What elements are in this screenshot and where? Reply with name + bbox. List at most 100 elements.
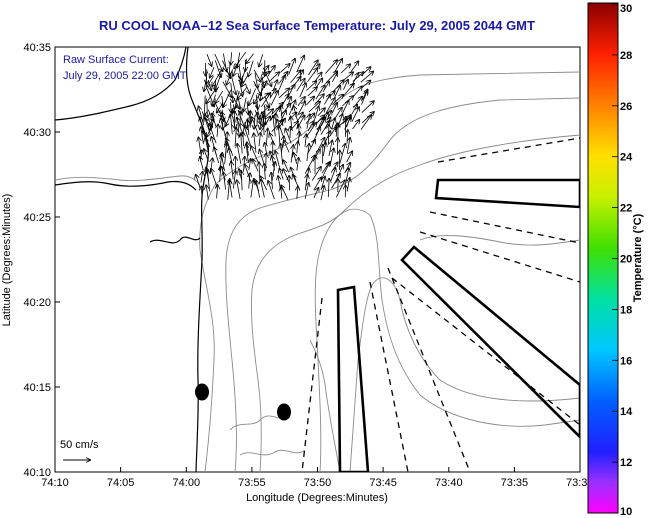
figure-title: RU COOL NOAA–12 Sea Surface Temperature:…: [99, 18, 535, 33]
current-vector: [212, 68, 223, 86]
current-vector: [207, 75, 214, 87]
x-tick-label: 73:40: [435, 477, 463, 489]
current-vector: [285, 129, 292, 144]
x-tick-label: 73:45: [369, 477, 397, 489]
current-vector: [322, 82, 329, 93]
current-vector: [200, 157, 204, 171]
current-vector: [279, 126, 281, 146]
current-vector: [207, 101, 208, 117]
current-vector: [361, 101, 374, 113]
current-vector: [229, 181, 232, 198]
current-vector: [260, 72, 269, 81]
current-vector: [289, 176, 290, 191]
colorbar-tick-label: 20: [620, 254, 632, 266]
current-vector: [324, 95, 330, 105]
current-vector: [222, 96, 223, 106]
current-vector: [271, 173, 272, 190]
current-vector: [332, 73, 337, 82]
sector-dashed-lines: [301, 137, 580, 472]
current-vector: [234, 51, 247, 68]
current-vector: [217, 185, 218, 199]
current-vector: [241, 171, 242, 191]
current-vector: [255, 73, 258, 88]
current-vector: [231, 52, 232, 64]
current-vector: [330, 168, 336, 181]
current-vector: [346, 168, 349, 182]
x-tick-label: 74:10: [41, 477, 69, 489]
current-vector: [210, 66, 215, 78]
colorbar: [587, 2, 619, 514]
current-vector: [229, 62, 230, 75]
current-vector: [212, 94, 216, 106]
current-vector: [241, 134, 242, 154]
current-vector: [214, 60, 221, 77]
transect-boxes: [336, 178, 580, 472]
current-vector: [329, 149, 333, 165]
current-vector: [332, 103, 337, 113]
colorbar-tick-labels: 30 28 26 24 22 20 18 16 14 12 10: [612, 3, 633, 518]
current-vector: [204, 95, 205, 116]
current-vector: [268, 181, 275, 200]
x-axis-label: Longitude (Degrees:Minutes): [246, 492, 388, 504]
current-vector: [233, 171, 235, 189]
current-vector: [299, 83, 306, 98]
current-vector: [256, 94, 258, 109]
x-tick-label: 73:55: [238, 477, 266, 489]
current-vector: [307, 87, 317, 97]
current-vector: [242, 76, 248, 86]
current-vector: [284, 141, 290, 153]
current-vector: [249, 173, 250, 189]
colorbar-tick-label: 24: [620, 152, 633, 164]
x-tick-label: 73:3: [566, 477, 587, 489]
current-vector: [253, 69, 261, 82]
current-vector: [296, 79, 305, 92]
current-vector: [290, 70, 301, 83]
current-vector: [248, 60, 254, 77]
current-vector: [233, 60, 240, 76]
current-vector: [337, 138, 338, 155]
current-vector: [206, 88, 216, 103]
current-vector: [201, 187, 202, 200]
current-vector: [308, 102, 320, 113]
x-tick-label: 73:35: [501, 477, 529, 489]
current-vector: [253, 160, 259, 172]
current-vector: [249, 159, 251, 171]
current-vector: [306, 97, 314, 106]
current-vector: [328, 179, 329, 198]
coastline: [55, 47, 210, 472]
current-vector: [243, 132, 244, 147]
x-tick-label: 74:05: [107, 477, 135, 489]
current-vector: [346, 115, 351, 128]
current-vector: [278, 88, 289, 99]
current-vector: [280, 64, 290, 73]
current-vector: [281, 185, 289, 201]
current-vector: [237, 87, 248, 99]
current-vector: [251, 146, 259, 164]
current-vector: [307, 68, 318, 82]
current-vector: [283, 161, 289, 173]
colorbar-label: Temperature (°C): [632, 213, 644, 302]
current-vector: [214, 148, 220, 164]
current-vector: [307, 144, 309, 162]
current-vector: [254, 134, 256, 153]
colorbar-tick-label: 10: [620, 506, 632, 518]
current-vector: [351, 107, 359, 122]
current-vector: [232, 95, 240, 108]
current-vector: [231, 162, 233, 180]
current-vector: [281, 105, 283, 127]
y-tick-label: 40:15: [23, 382, 51, 394]
y-tick-label: 40:10: [23, 467, 51, 479]
y-tick-label: 40:20: [23, 297, 51, 309]
current-vector: [346, 151, 353, 163]
current-vector: [204, 76, 207, 91]
current-vector: [297, 142, 298, 154]
current-vector: [239, 66, 241, 80]
current-vector: [281, 144, 283, 165]
current-vector: [269, 72, 280, 82]
current-vector: [343, 80, 349, 90]
colorbar-tick-label: 14: [620, 406, 633, 418]
legend-line-1: Raw Surface Current:: [63, 54, 169, 66]
current-vector: [245, 127, 252, 147]
current-vector: [231, 114, 233, 135]
current-vector: [244, 83, 249, 94]
